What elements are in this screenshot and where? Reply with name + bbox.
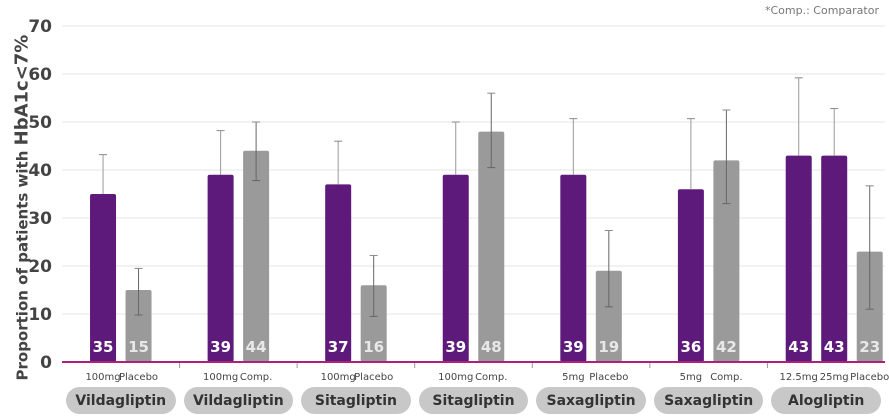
y-tick-label: 70	[28, 17, 52, 37]
bar-value-label: 37	[328, 338, 349, 356]
bar-value-label: 16	[363, 338, 384, 356]
bar-category-label: 5mg	[680, 372, 702, 383]
bar	[207, 174, 234, 362]
bar-category-label: Placebo	[354, 372, 393, 383]
bar-category-label: 100mg	[203, 372, 238, 383]
y-tick-label: 0	[40, 353, 52, 373]
comparator-note: *Comp.: Comparator	[765, 4, 879, 17]
y-tick-label: 40	[28, 161, 52, 181]
bar-category-label: 100mg	[438, 372, 473, 383]
drug-group-label: Saxagliptin	[653, 387, 764, 414]
bar	[90, 194, 117, 362]
bar	[325, 184, 352, 362]
bar-value-label: 43	[824, 338, 845, 356]
bar	[560, 174, 587, 362]
bar	[821, 155, 848, 362]
bar-value-label: 36	[680, 338, 701, 356]
bar-category-label: Comp.	[475, 372, 507, 383]
bar-value-label: 48	[481, 338, 502, 356]
drug-group-label: Saxagliptin	[536, 387, 646, 414]
bar-category-label: 25mg	[820, 372, 849, 383]
drug-group-label: Sitagliptin	[301, 387, 411, 414]
bar-category-label: Placebo	[850, 372, 889, 383]
bar	[595, 270, 622, 362]
y-tick-label: 20	[28, 257, 52, 277]
bar-category-label: Placebo	[589, 372, 628, 383]
bar	[243, 150, 270, 362]
bar-value-label: 39	[563, 338, 584, 356]
bar-value-label: 43	[788, 338, 809, 356]
bar	[478, 131, 505, 362]
bar-value-label: 23	[859, 338, 880, 356]
bar-value-label: 19	[598, 338, 619, 356]
y-tick-label: 50	[28, 113, 52, 133]
bar-category-label: Comp.	[710, 372, 742, 383]
y-tick-label: 30	[28, 209, 52, 229]
drug-group-label: Vildagliptin	[66, 387, 176, 414]
bar	[713, 160, 740, 362]
bar	[677, 189, 704, 362]
y-tick-label: 60	[28, 65, 52, 85]
bar	[785, 155, 812, 362]
bar-category-label: 12.5mg	[780, 372, 818, 383]
bar-category-label: Placebo	[119, 372, 158, 383]
bar-value-label: 39	[210, 338, 231, 356]
drug-group-label: Sitagliptin	[418, 387, 529, 414]
bar-value-label: 42	[716, 338, 737, 356]
drug-group-label: Alogliptin	[771, 387, 881, 414]
bar-category-label: Comp.	[240, 372, 272, 383]
bar-category-label: 100mg	[321, 372, 356, 383]
bar-value-label: 39	[445, 338, 466, 356]
bar	[442, 174, 469, 362]
bar	[125, 290, 152, 362]
bar	[360, 285, 387, 362]
bar-value-label: 44	[246, 338, 267, 356]
bar-category-label: 5mg	[562, 372, 584, 383]
bar-value-label: 15	[128, 338, 149, 356]
drug-group-label: Vildagliptin	[183, 387, 294, 414]
bar-category-label: 100mg	[85, 372, 120, 383]
y-tick-label: 10	[28, 305, 52, 325]
bar-value-label: 35	[93, 338, 114, 356]
